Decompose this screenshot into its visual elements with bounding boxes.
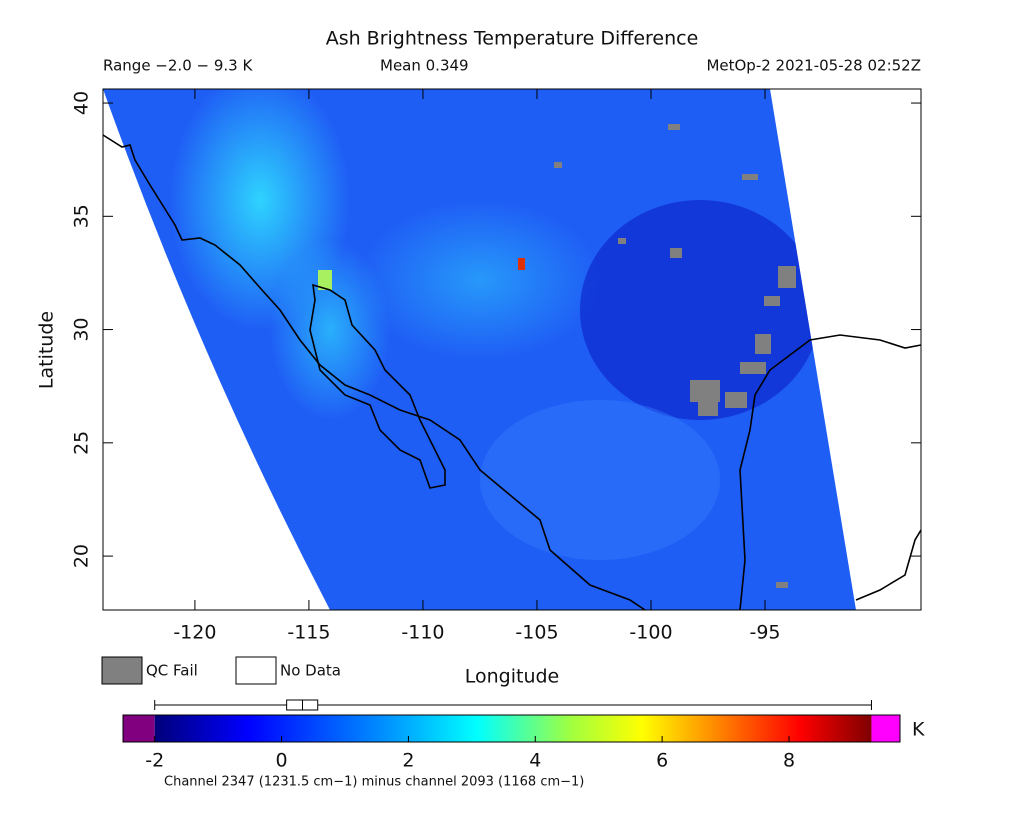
colorbar-tick-label: 2 — [402, 750, 414, 772]
range-text: Range −2.0 − 9.3 K — [103, 57, 253, 75]
colorbar-under — [123, 715, 155, 742]
x-tick-label: -115 — [287, 622, 330, 644]
colorbar-unit: K — [912, 719, 925, 741]
swath — [103, 89, 856, 610]
x-tick-label: -100 — [629, 622, 672, 644]
plot-frame — [102, 88, 922, 611]
colorbar-tick-label: -2 — [145, 750, 164, 772]
y-tick-label: 40 — [71, 91, 93, 115]
mean-text: Mean 0.349 — [380, 57, 469, 75]
colorbar-tick-label: 8 — [783, 750, 795, 772]
legend-swatch — [101, 656, 143, 685]
colorbar — [154, 715, 872, 742]
y-tick-label: 25 — [71, 431, 93, 455]
colorbar-over — [871, 715, 900, 742]
x-tick-label: -105 — [515, 622, 558, 644]
y-tick-label: 20 — [71, 544, 93, 568]
legend-label: QC Fail — [146, 662, 198, 680]
source-text: MetOp-2 2021-05-28 02:52Z — [706, 57, 921, 75]
colorbar-frame — [122, 714, 901, 743]
x-axis-label: Longitude — [465, 666, 560, 688]
x-tick-label: -110 — [401, 622, 444, 644]
colorbar-tick-label: 6 — [656, 750, 668, 772]
coastline — [102, 134, 922, 611]
x-tick-label: -95 — [749, 622, 780, 644]
legend-swatch — [235, 656, 277, 685]
x-tick-label: -120 — [173, 622, 216, 644]
y-axis-label: Latitude — [36, 311, 58, 389]
title: Ash Brightness Temperature Difference — [326, 28, 699, 50]
footnote: Channel 2347 (1231.5 cm−1) minus channel… — [164, 775, 584, 790]
y-tick-label: 35 — [71, 204, 93, 228]
colorbar-tick-label: 4 — [529, 750, 541, 772]
legend-label: No Data — [280, 662, 341, 680]
colorbar-tick-label: 0 — [276, 750, 288, 772]
y-tick-label: 30 — [71, 317, 93, 341]
